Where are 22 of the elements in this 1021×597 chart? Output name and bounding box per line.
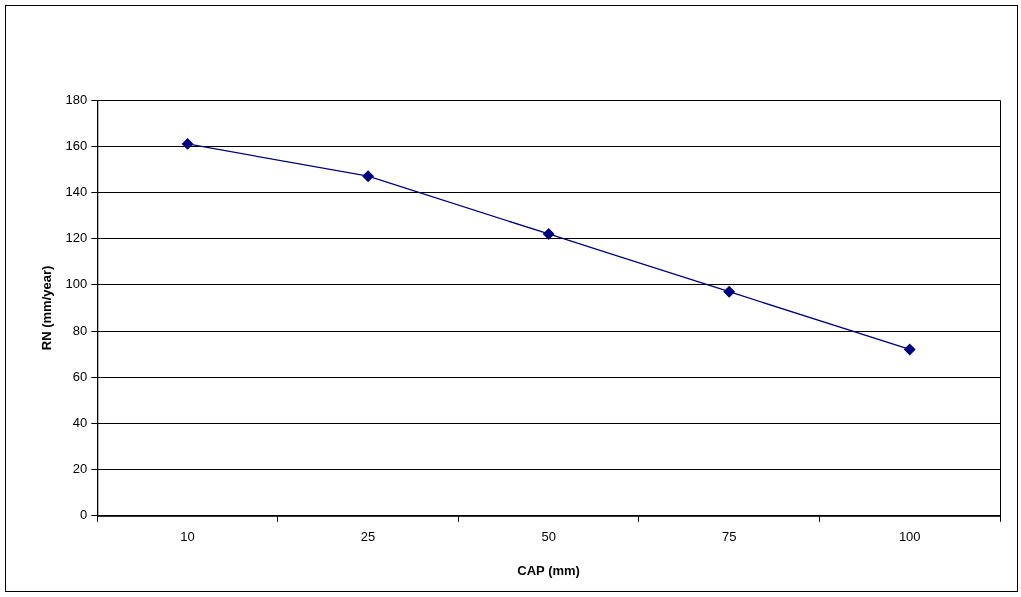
y-axis-title: RN (mm/year): [39, 265, 55, 351]
point: [362, 170, 374, 182]
y-tick-label: 60: [72, 368, 88, 384]
point: [543, 228, 555, 240]
x-tick-label: 10: [180, 529, 195, 545]
y-tick-label: 160: [65, 137, 88, 153]
y-tick-label: 140: [65, 183, 88, 199]
y-tick-label: 100: [65, 276, 88, 292]
x-tick-label: 25: [360, 529, 376, 545]
x-tick-label: 50: [541, 529, 556, 545]
y-tick-label: 180: [65, 91, 88, 107]
x-tick-label: 75: [721, 529, 737, 545]
y-tick-label: 120: [65, 230, 88, 246]
point: [723, 286, 735, 298]
y-tick-label: 20: [72, 461, 88, 477]
point: [904, 343, 916, 356]
point: [181, 138, 194, 150]
y-tick-label: 0: [80, 507, 88, 523]
y-tick-label: 80: [72, 322, 88, 338]
x-tick-label: 100: [898, 529, 921, 545]
x-axis-title: CAP (mm): [517, 562, 580, 578]
y-tick-label: 40: [72, 414, 88, 430]
